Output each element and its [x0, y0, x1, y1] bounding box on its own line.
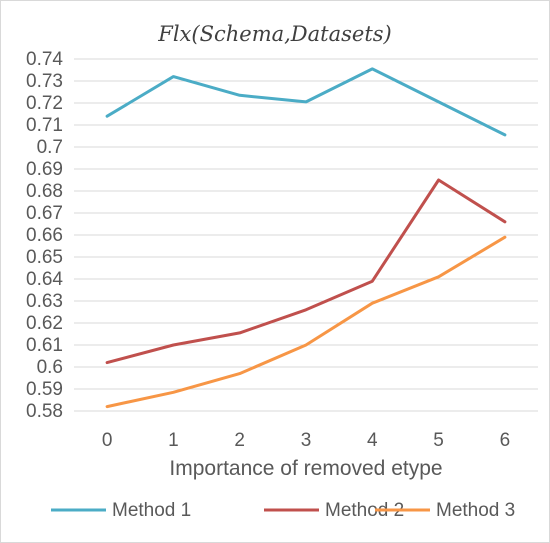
x-axis-title: Importance of removed etype — [169, 457, 442, 480]
legend-label: Method 3 — [436, 500, 515, 521]
y-tick-label: 0.72 — [26, 93, 63, 114]
x-tick-label: 1 — [168, 430, 179, 451]
legend-label: Method 2 — [325, 500, 404, 521]
chart-title: Flx(Schema,Datasets) — [157, 22, 391, 46]
legend-label: Method 1 — [112, 500, 191, 521]
series-line-method-2 — [105, 178, 507, 365]
legend: Method 1 Method 2 Method 3 — [51, 500, 515, 521]
y-tick-label: 0.61 — [26, 335, 63, 356]
y-tick-label: 0.71 — [26, 115, 63, 136]
y-tick-label: 0.66 — [26, 225, 63, 246]
x-tick-label: 6 — [500, 430, 511, 451]
y-tick-label: 0.58 — [26, 401, 63, 422]
y-tick-label: 0.68 — [26, 181, 63, 202]
y-tick-label: 0.73 — [26, 71, 63, 92]
y-tick-label: 0.64 — [26, 269, 63, 290]
y-tick-label: 0.59 — [26, 379, 63, 400]
x-axis-tick-labels: 0 1 2 3 4 5 6 — [102, 430, 510, 451]
x-tick-label: 5 — [433, 430, 444, 451]
x-tick-label: 2 — [234, 430, 245, 451]
series-lines — [105, 67, 507, 409]
series-line-method-1 — [105, 67, 507, 137]
y-tick-label: 0.62 — [26, 313, 63, 334]
y-axis-tick-labels: 0.580.590.60.610.620.630.640.650.660.670… — [26, 49, 63, 422]
y-tick-label: 0.7 — [37, 137, 63, 158]
y-tick-label: 0.69 — [26, 159, 63, 180]
gridlines — [74, 58, 538, 412]
x-tick-label: 4 — [367, 430, 378, 451]
y-tick-label: 0.65 — [26, 247, 63, 268]
y-tick-label: 0.6 — [37, 357, 63, 378]
y-tick-label: 0.67 — [26, 203, 63, 224]
y-tick-label: 0.63 — [26, 291, 63, 312]
x-tick-label: 0 — [102, 430, 113, 451]
y-tick-label: 0.74 — [26, 49, 63, 70]
series-line-method-3 — [105, 235, 507, 409]
x-tick-label: 3 — [301, 430, 312, 451]
